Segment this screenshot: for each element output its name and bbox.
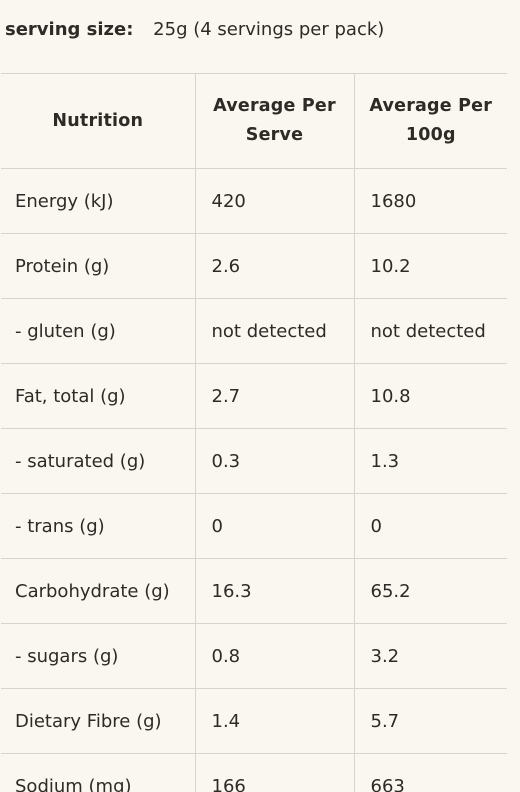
nutrient-name-cell: Energy (kJ) — [1, 168, 195, 234]
header-average-per-serve: Average Per Serve — [194, 73, 354, 169]
nutrient-name-cell: Dietary Fibre (g) — [1, 688, 195, 754]
table-row: - sugars (g) 0.8 3.2 — [1, 623, 507, 689]
per-serve-value-cell: 0 — [194, 493, 354, 559]
serving-size: serving size: 25g (4 servings per pack) — [5, 18, 384, 42]
table-row: Sodium (mg) 166 663 — [1, 753, 507, 792]
table-header-row: Nutrition Average Per Serve Average Per … — [1, 73, 507, 169]
table-row: Protein (g) 2.6 10.2 — [1, 233, 507, 299]
nutrient-name-cell: Fat, total (g) — [1, 363, 195, 429]
per-serve-value-cell: 2.6 — [194, 233, 354, 299]
nutrient-name-cell: - saturated (g) — [1, 428, 195, 494]
per-serve-value-cell: 166 — [194, 753, 354, 792]
serving-size-value: 25g (4 servings per pack) — [153, 19, 385, 40]
table-row: - saturated (g) 0.3 1.3 — [1, 428, 507, 494]
per-100g-value-cell: 1680 — [353, 168, 507, 234]
per-100g-value-cell: 65.2 — [353, 558, 507, 624]
per-100g-value-cell: 0 — [353, 493, 507, 559]
per-100g-value-cell: 3.2 — [353, 623, 507, 689]
per-serve-value-cell: 0.8 — [194, 623, 354, 689]
serving-size-label: serving size: — [5, 19, 134, 40]
nutrition-table: Nutrition Average Per Serve Average Per … — [1, 73, 507, 792]
nutrient-name-cell: Sodium (mg) — [1, 753, 195, 792]
per-serve-value-cell: 2.7 — [194, 363, 354, 429]
table-body: Energy (kJ) 420 1680 Protein (g) 2.6 10.2- gl… — [1, 168, 507, 792]
table-row: - gluten (g) not detected not detected — [1, 298, 507, 364]
nutrient-name-cell: - gluten (g) — [1, 298, 195, 364]
table-row: Dietary Fibre (g) 1.4 5.7 — [1, 688, 507, 754]
per-serve-value-cell: not detected — [194, 298, 354, 364]
nutrient-name-cell: Carbohydrate (g) — [1, 558, 195, 624]
nutrient-name-cell: - trans (g) — [1, 493, 195, 559]
nutrient-name-cell: Protein (g) — [1, 233, 195, 299]
table-row: - trans (g) 0 0 — [1, 493, 507, 559]
per-serve-value-cell: 420 — [194, 168, 354, 234]
table-row: Fat, total (g) 2.7 10.8 — [1, 363, 507, 429]
table-row: Energy (kJ) 420 1680 — [1, 168, 507, 234]
nutrient-name-cell: - sugars (g) — [1, 623, 195, 689]
per-serve-value-cell: 1.4 — [194, 688, 354, 754]
per-100g-value-cell: 1.3 — [353, 428, 507, 494]
per-100g-value-cell: 5.7 — [353, 688, 507, 754]
per-serve-value-cell: 16.3 — [194, 558, 354, 624]
per-100g-value-cell: 663 — [353, 753, 507, 792]
per-serve-value-cell: 0.3 — [194, 428, 354, 494]
table-row: Carbohydrate (g) 16.3 65.2 — [1, 558, 507, 624]
per-100g-value-cell: 10.8 — [353, 363, 507, 429]
header-average-per-100g: Average Per 100g — [353, 73, 507, 169]
per-100g-value-cell: not detected — [353, 298, 507, 364]
per-100g-value-cell: 10.2 — [353, 233, 507, 299]
header-nutrition: Nutrition — [1, 73, 195, 169]
